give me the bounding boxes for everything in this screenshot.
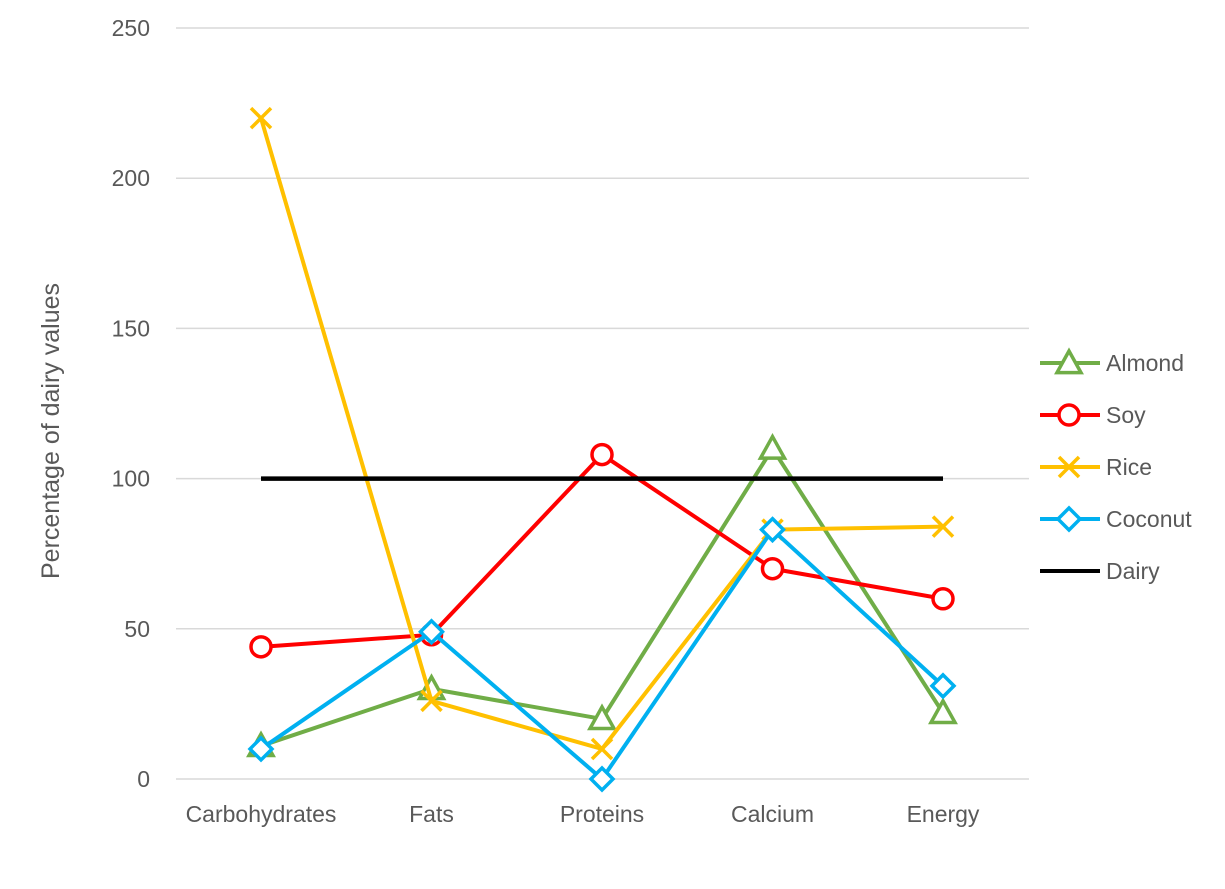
data-point	[418, 618, 445, 646]
legend-label: Almond	[1106, 350, 1184, 376]
x-tick-label: Proteins	[560, 801, 644, 827]
gridlines	[176, 27, 1029, 780]
x-tick-label: Calcium	[731, 801, 814, 827]
legend-marker	[1054, 347, 1084, 375]
y-tick-label: 200	[112, 165, 150, 191]
y-axis-label: Percentage of dairy values	[37, 283, 65, 579]
x-tick-label: Carbohydrates	[186, 801, 337, 827]
data-point	[928, 697, 958, 725]
data-point	[757, 432, 788, 460]
data-point	[759, 516, 786, 544]
x-tick-label: Fats	[409, 801, 454, 827]
y-tick-label: 50	[124, 616, 150, 642]
legend-label: Soy	[1106, 402, 1146, 428]
data-point	[588, 765, 616, 793]
legend-marker	[1055, 505, 1083, 533]
series-line	[259, 527, 945, 781]
legend-marker	[1057, 403, 1081, 427]
data-point	[249, 635, 273, 659]
series-almond	[246, 432, 958, 758]
data-point	[590, 442, 614, 467]
y-tick-label: 150	[112, 315, 150, 341]
legend-item: Rice	[1040, 454, 1152, 480]
y-tick-label: 250	[112, 15, 150, 41]
y-axis-ticks: 0 50 100 150 200 250	[112, 15, 150, 792]
data-point	[760, 556, 785, 581]
x-tick-label: Energy	[907, 801, 980, 827]
legend-item: Soy	[1040, 402, 1146, 428]
series-line	[260, 446, 945, 748]
legend-label: Dairy	[1106, 558, 1160, 584]
legend-marker	[1057, 455, 1081, 479]
legend-label: Coconut	[1106, 506, 1192, 532]
legend-item: Dairy	[1040, 558, 1160, 584]
data-point	[249, 106, 273, 130]
legend: Almond Soy Rice Coconut Dairy	[1040, 347, 1192, 584]
data-point	[929, 672, 957, 700]
series-line	[259, 117, 944, 751]
series-lines	[246, 106, 958, 793]
legend-label: Rice	[1106, 454, 1152, 480]
legend-item: Coconut	[1040, 505, 1192, 533]
series-coconut	[247, 516, 957, 793]
x-axis-ticks: Carbohydrates Fats Proteins Calcium Energy	[186, 801, 980, 827]
data-point	[590, 737, 614, 761]
data-point	[587, 703, 617, 731]
y-tick-label: 0	[137, 766, 150, 792]
y-tick-label: 100	[112, 466, 150, 492]
data-point	[420, 689, 443, 713]
series-rice	[249, 106, 955, 761]
data-point	[931, 587, 955, 611]
data-point	[931, 515, 955, 538]
data-point	[247, 735, 275, 763]
legend-item: Almond	[1040, 347, 1184, 376]
